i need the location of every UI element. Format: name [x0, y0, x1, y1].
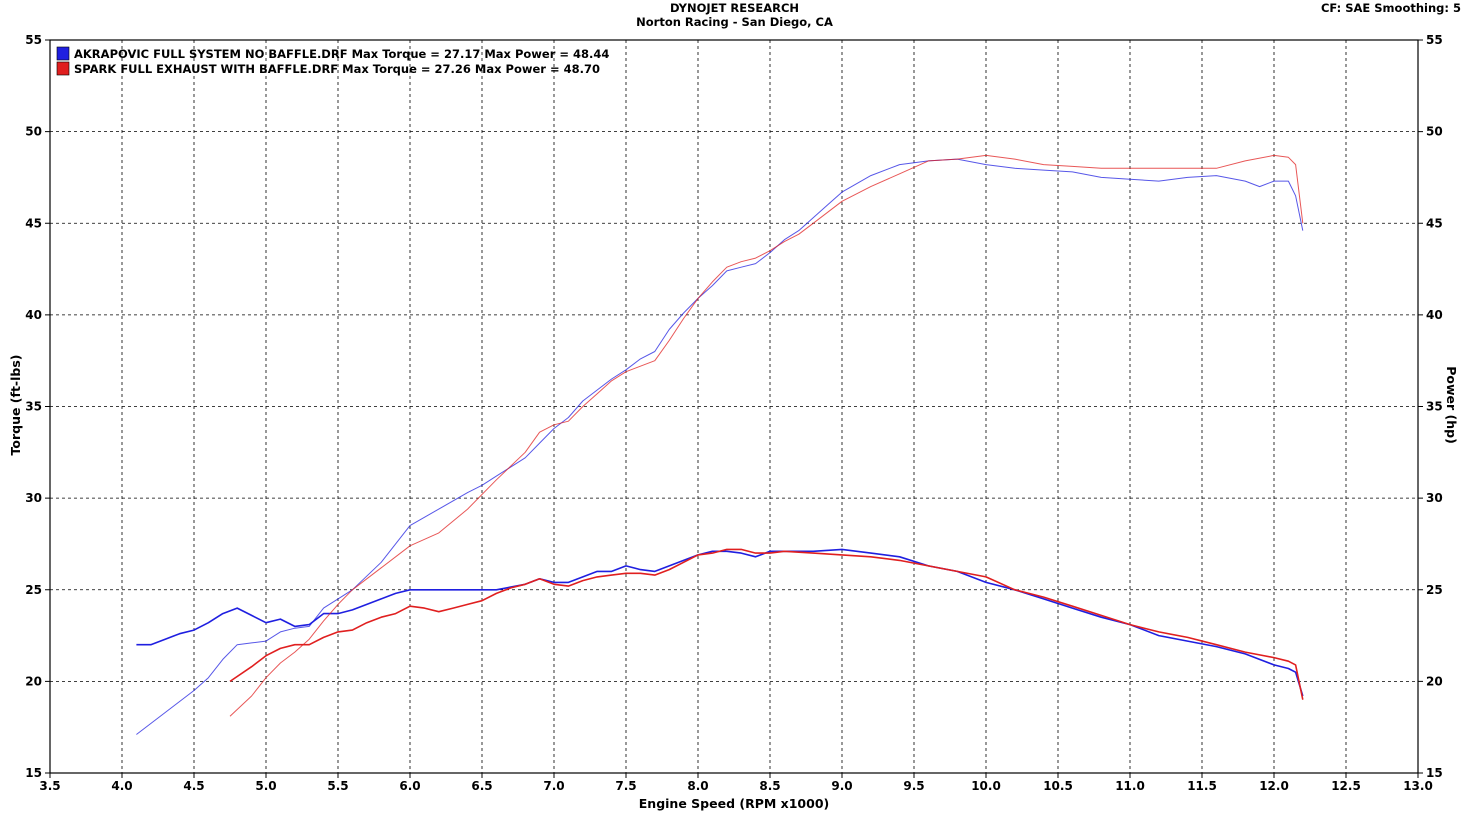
x-axis-label: Engine Speed (RPM x1000) — [639, 796, 829, 811]
y-left-tick-label: 40 — [25, 308, 42, 322]
y-axis-right-label: Power (hp) — [1444, 366, 1459, 444]
y-right-tick-label: 55 — [1426, 33, 1443, 47]
x-tick-label: 4.5 — [183, 779, 204, 793]
y-axis-left-ticks: 15 20 25 30 35 40 45 50 55 — [25, 33, 50, 780]
chart-title: DYNOJET RESEARCH — [669, 1, 800, 15]
grid-lines — [50, 40, 1418, 773]
x-tick-label: 10.0 — [971, 779, 1001, 793]
x-tick-label: 9.5 — [903, 779, 924, 793]
y-right-tick-label: 35 — [1426, 400, 1443, 414]
series-lines — [136, 154, 1304, 735]
y-left-tick-label: 20 — [25, 674, 42, 688]
x-tick-label: 12.5 — [1331, 779, 1361, 793]
y-left-tick-label: 15 — [25, 766, 42, 780]
x-tick-label: 4.0 — [111, 779, 132, 793]
y-left-tick-label: 35 — [25, 400, 42, 414]
x-tick-label: 7.5 — [615, 779, 636, 793]
y-right-tick-label: 15 — [1426, 766, 1443, 780]
legend-entry: SPARK FULL EXHAUST WITH BAFFLE.DRF Max T… — [74, 62, 600, 76]
y-right-tick-label: 30 — [1426, 491, 1443, 505]
legend: AKRAPOVIC FULL SYSTEM NO BAFFLE.DRF Max … — [56, 46, 609, 76]
legend-entry: AKRAPOVIC FULL SYSTEM NO BAFFLE.DRF Max … — [74, 47, 609, 61]
y-left-tick-label: 25 — [25, 583, 42, 597]
torque-line-akrapovic — [136, 548, 1304, 697]
y-right-tick-label: 50 — [1426, 125, 1443, 139]
y-left-tick-label: 45 — [25, 216, 42, 230]
x-tick-label: 10.5 — [1043, 779, 1073, 793]
y-left-tick-label: 55 — [25, 33, 42, 47]
legend-swatch — [56, 46, 70, 61]
legend-swatch — [56, 61, 70, 76]
y-right-tick-label: 45 — [1426, 216, 1443, 230]
x-tick-label: 13.0 — [1403, 779, 1433, 793]
x-tick-label: 8.5 — [759, 779, 780, 793]
y-axis-left-label: Torque (ft-lbs) — [8, 355, 23, 456]
x-tick-label: 3.5 — [39, 779, 60, 793]
x-tick-label: 5.0 — [255, 779, 276, 793]
x-tick-label: 5.5 — [327, 779, 348, 793]
x-tick-label: 11.0 — [1115, 779, 1145, 793]
y-right-tick-label: 40 — [1426, 308, 1443, 322]
power-line-akrapovic — [136, 158, 1304, 735]
correction-factor-smoothing: CF: SAE Smoothing: 5 — [1320, 1, 1461, 15]
x-tick-label: 7.0 — [543, 779, 564, 793]
x-tick-label: 6.5 — [471, 779, 492, 793]
x-tick-label: 12.0 — [1259, 779, 1289, 793]
x-axis-ticks: 3.5 4.0 4.5 5.0 5.5 6.0 6.5 7.0 7.5 8.0 8.5 9.0 9.5 1… — [39, 773, 1433, 793]
y-left-tick-label: 30 — [25, 491, 42, 505]
y-right-tick-label: 20 — [1426, 674, 1443, 688]
y-axis-right-ticks: 15 20 25 30 35 40 45 50 55 — [1418, 33, 1443, 780]
y-left-tick-label: 50 — [25, 125, 42, 139]
chart-subtitle: Norton Racing - San Diego, CA — [636, 15, 833, 29]
x-tick-label: 6.0 — [399, 779, 420, 793]
x-tick-label: 9.0 — [831, 779, 852, 793]
y-right-tick-label: 25 — [1426, 583, 1443, 597]
power-line-spark — [229, 154, 1304, 717]
torque-line-spark — [229, 548, 1304, 700]
x-tick-label: 11.5 — [1187, 779, 1217, 793]
x-tick-label: 8.0 — [687, 779, 708, 793]
